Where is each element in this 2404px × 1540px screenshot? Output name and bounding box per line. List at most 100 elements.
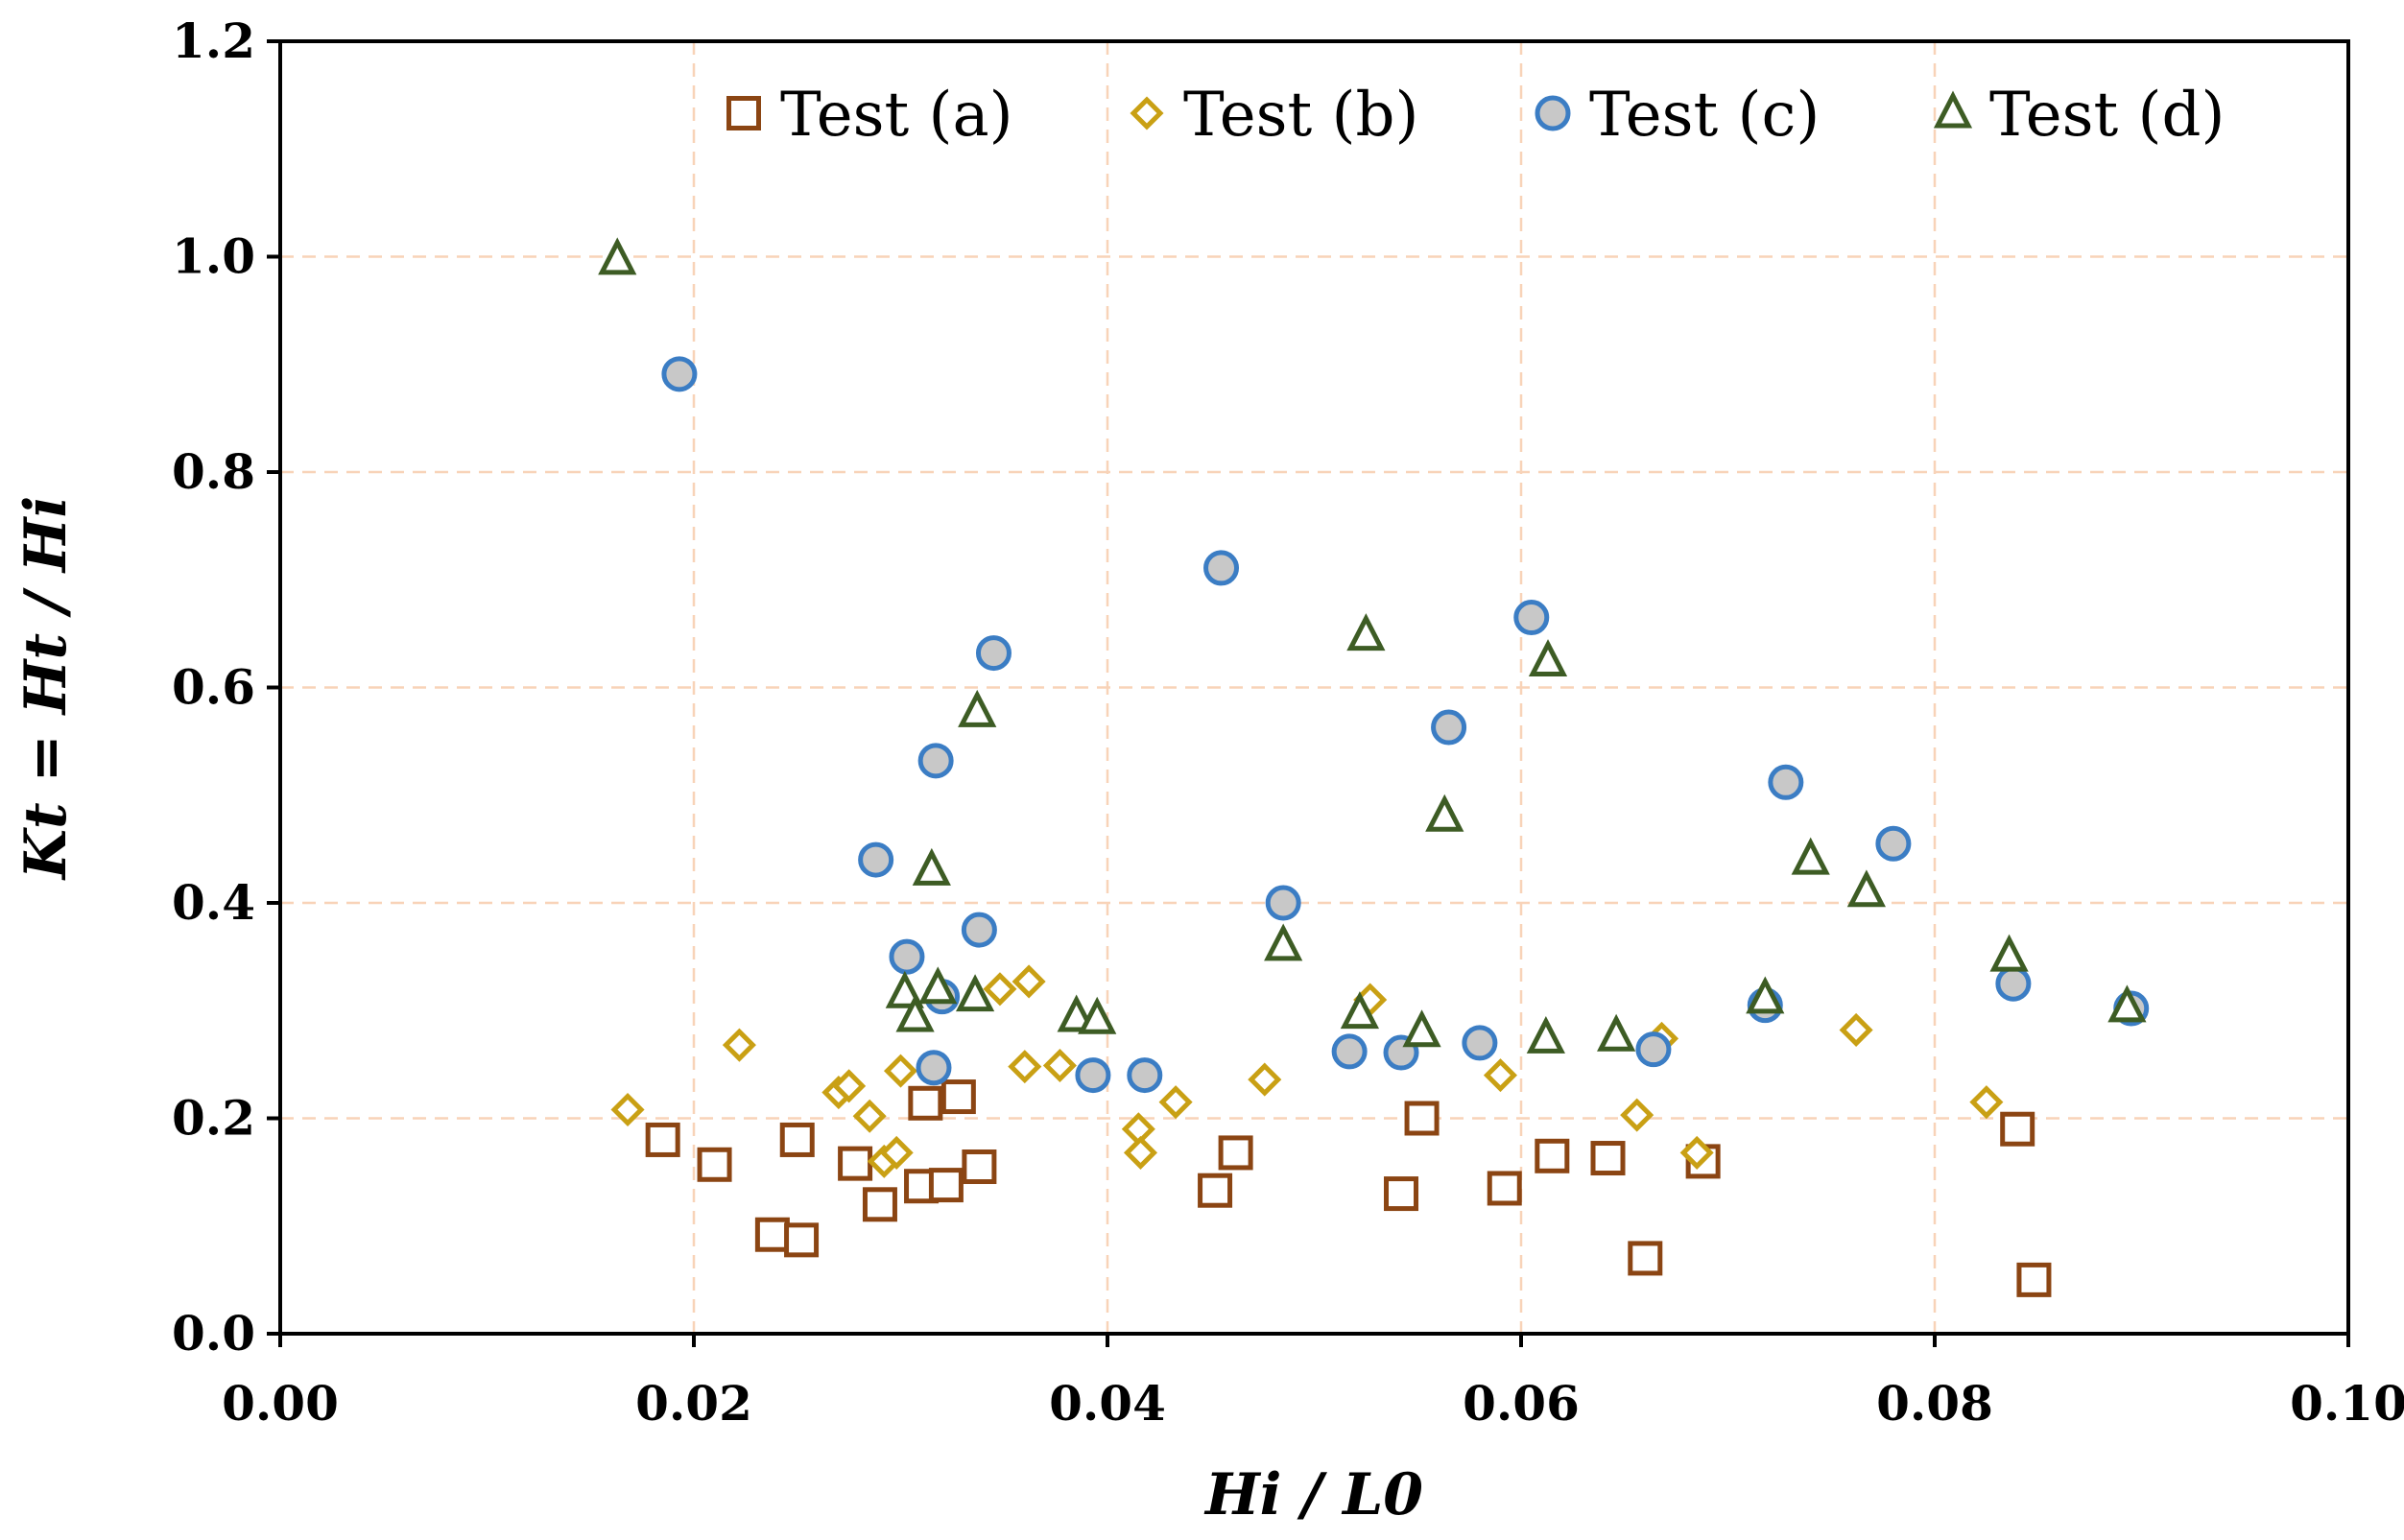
y-tick-label: 0.6 bbox=[172, 659, 255, 716]
data-point-square-marker bbox=[779, 1122, 815, 1157]
data-point-triangle-marker bbox=[1346, 613, 1386, 652]
data-point-diamond-marker bbox=[1158, 1085, 1193, 1120]
data-point-triangle-marker bbox=[1597, 1013, 1636, 1052]
data-point-triangle-marker bbox=[1425, 794, 1464, 832]
data-point-diamond-marker bbox=[879, 1135, 914, 1170]
legend-square-marker bbox=[726, 96, 761, 130]
data-point-diamond-marker bbox=[852, 1099, 887, 1133]
data-point-square-marker bbox=[862, 1187, 897, 1222]
data-point-square-marker bbox=[1218, 1135, 1253, 1171]
x-tick-label: 0.04 bbox=[1049, 1375, 1166, 1432]
data-point-diamond-marker bbox=[1012, 964, 1046, 999]
data-point-triangle-marker bbox=[2107, 984, 2147, 1023]
data-point-square-marker bbox=[1384, 1176, 1419, 1212]
data-point-circle-marker bbox=[1127, 1057, 1163, 1094]
x-tick-label: 0.06 bbox=[1463, 1375, 1580, 1432]
data-point-circle-marker bbox=[1995, 965, 2032, 1002]
data-point-circle-marker bbox=[1513, 600, 1550, 636]
data-point-diamond-marker bbox=[1679, 1135, 1714, 1170]
series-test-b bbox=[610, 964, 2004, 1178]
data-point-square-marker bbox=[754, 1217, 790, 1252]
data-point-triangle-marker bbox=[1402, 1009, 1441, 1048]
data-point-circle-marker bbox=[1875, 825, 1912, 862]
legend-diamond-marker bbox=[1130, 96, 1164, 130]
data-point-diamond-marker bbox=[722, 1028, 756, 1062]
data-point-triangle-marker bbox=[1528, 639, 1568, 677]
data-point-square-marker bbox=[1404, 1101, 1440, 1136]
data-point-circle-marker bbox=[1635, 1031, 1672, 1068]
data-point-square-marker bbox=[908, 1085, 943, 1121]
data-point-triangle-marker bbox=[1078, 996, 1117, 1034]
data-point-triangle-marker bbox=[955, 974, 995, 1012]
data-point-square-marker bbox=[697, 1147, 732, 1182]
data-point-diamond-marker bbox=[983, 972, 1017, 1007]
legend-label: Test (c) bbox=[1589, 80, 1820, 151]
data-point-diamond-marker bbox=[1248, 1062, 1282, 1097]
data-point-circle-marker bbox=[661, 356, 698, 392]
data-point-diamond-marker bbox=[1839, 1012, 1873, 1047]
data-point-square-marker bbox=[1590, 1141, 1626, 1176]
data-point-circle-marker bbox=[889, 938, 925, 975]
data-point-circle-marker bbox=[858, 841, 894, 878]
x-tick-label: 0.00 bbox=[222, 1375, 339, 1432]
data-point-circle-marker bbox=[1768, 764, 1804, 800]
legend: Test (a) Test (b) Test (c) Test (d) bbox=[726, 80, 2225, 151]
series-test-d bbox=[598, 237, 2147, 1054]
data-point-circle-marker bbox=[916, 1050, 952, 1086]
data-point-diamond-marker bbox=[1042, 1048, 1077, 1083]
x-axis-title: Hi / L0 bbox=[1203, 1461, 1423, 1528]
legend-item-test-c: Test (c) bbox=[1535, 80, 1820, 151]
legend-circle-marker bbox=[1535, 95, 1571, 131]
legend-triangle-marker bbox=[1933, 90, 1973, 129]
data-point-circle-marker bbox=[1075, 1057, 1111, 1094]
data-point-square-marker bbox=[2016, 1262, 2052, 1297]
axis-ticks: 0.0 0.2 0.4 0.6 0.8 1.0 1.2 0.00 0.02 0.04 0.06 0.0… bbox=[172, 12, 2404, 1432]
gridlines bbox=[280, 41, 2348, 1334]
legend-item-test-d: Test (d) bbox=[1933, 80, 2225, 151]
data-point-diamond-marker bbox=[832, 1069, 867, 1103]
series-test-a bbox=[645, 1079, 2052, 1297]
data-point-circle-marker bbox=[961, 912, 997, 948]
data-point-diamond-marker bbox=[883, 1054, 918, 1088]
data-point-triangle-marker bbox=[1340, 991, 1380, 1030]
data-point-triangle-marker bbox=[1846, 869, 1886, 908]
data-point-diamond-marker bbox=[1620, 1098, 1654, 1132]
data-point-circle-marker bbox=[1462, 1025, 1498, 1061]
legend-item-test-a: Test (a) bbox=[726, 80, 1013, 151]
data-point-square-marker bbox=[1487, 1171, 1522, 1206]
y-tick-label: 1.2 bbox=[172, 12, 255, 69]
x-tick-label: 0.10 bbox=[2290, 1375, 2404, 1432]
data-point-diamond-marker bbox=[1008, 1050, 1042, 1084]
data-point-circle-marker bbox=[1431, 709, 1467, 746]
data-point-triangle-marker bbox=[1791, 837, 1830, 875]
data-point-triangle-marker bbox=[958, 689, 997, 727]
data-point-diamond-marker bbox=[1969, 1085, 2004, 1120]
data-points bbox=[598, 237, 2150, 1297]
data-point-diamond-marker bbox=[1123, 1135, 1158, 1170]
data-point-square-marker bbox=[645, 1122, 680, 1157]
data-point-triangle-marker bbox=[1264, 923, 1303, 961]
data-point-circle-marker bbox=[1265, 885, 1301, 921]
data-point-triangle-marker bbox=[1526, 1015, 1565, 1054]
data-point-square-marker bbox=[1198, 1173, 1233, 1208]
data-point-square-marker bbox=[1535, 1138, 1570, 1173]
data-point-circle-marker bbox=[1331, 1033, 1368, 1070]
data-point-square-marker bbox=[2000, 1111, 2035, 1147]
data-point-square-marker bbox=[784, 1222, 820, 1258]
data-point-triangle-marker bbox=[1989, 934, 2029, 972]
data-point-square-marker bbox=[940, 1079, 976, 1115]
y-tick-label: 0.0 bbox=[172, 1305, 255, 1362]
data-point-triangle-marker bbox=[1746, 976, 1785, 1014]
data-point-square-marker bbox=[962, 1149, 997, 1185]
data-point-triangle-marker bbox=[912, 847, 951, 886]
data-point-square-marker bbox=[928, 1168, 964, 1203]
data-point-square-marker bbox=[838, 1146, 873, 1181]
y-tick-label: 0.4 bbox=[172, 874, 255, 931]
y-tick-label: 0.8 bbox=[172, 443, 255, 500]
data-point-circle-marker bbox=[975, 635, 1012, 672]
data-point-circle-marker bbox=[917, 743, 954, 779]
legend-label: Test (a) bbox=[780, 80, 1013, 151]
data-point-square-marker bbox=[1628, 1241, 1663, 1276]
data-point-triangle-marker bbox=[885, 970, 924, 1008]
